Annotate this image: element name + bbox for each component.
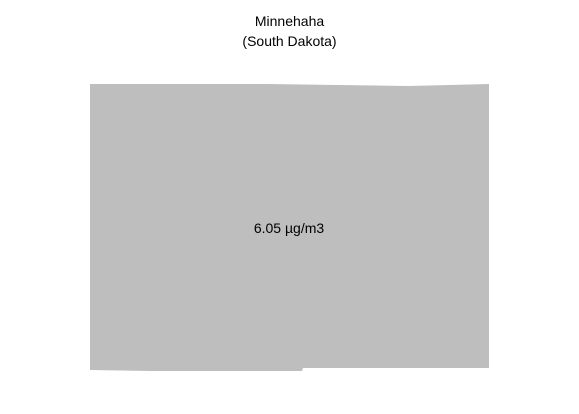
- pollution-value-label: 6.05 µg/m3: [254, 220, 325, 236]
- county-name: Minnehaha: [254, 13, 325, 29]
- state-name: (South Dakota): [242, 33, 337, 49]
- map-title: Minnehaha (South Dakota): [0, 11, 579, 51]
- county-shape: [90, 84, 489, 371]
